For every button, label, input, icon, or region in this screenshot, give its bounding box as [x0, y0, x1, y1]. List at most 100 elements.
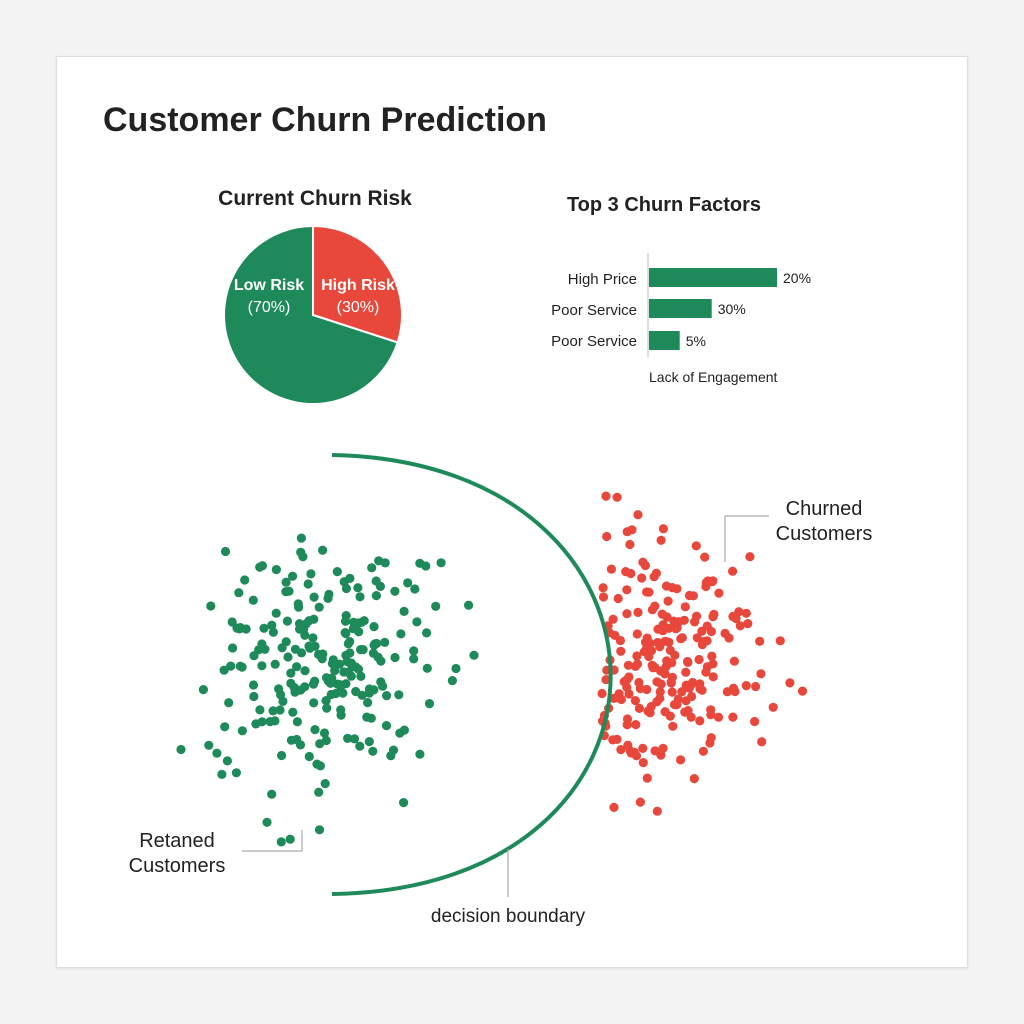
churned-point: [598, 583, 608, 593]
churned-point: [612, 734, 622, 745]
retained-point: [296, 547, 306, 557]
retained-point: [469, 650, 479, 660]
churned-point: [650, 746, 660, 756]
retained-point: [399, 606, 409, 617]
churned-point: [672, 623, 682, 633]
churned-point: [626, 568, 636, 579]
churned-point: [609, 802, 619, 813]
churned-point: [713, 712, 724, 722]
churned-point: [622, 720, 632, 730]
retained-point: [285, 834, 295, 844]
churned-point: [785, 678, 795, 688]
retained-point: [237, 726, 247, 736]
churned-point: [676, 755, 686, 765]
churned-point: [635, 797, 646, 807]
retained-point: [327, 658, 337, 669]
churned-point: [644, 587, 654, 597]
churned-point: [642, 587, 652, 597]
retained-point: [381, 721, 392, 731]
churned-point: [647, 660, 657, 671]
churned-point: [606, 564, 617, 574]
retained-point: [298, 552, 308, 562]
churned-point: [757, 737, 767, 747]
retained-point: [390, 586, 400, 596]
retained-point: [240, 575, 250, 585]
retained-point: [257, 661, 267, 671]
churned-point: [729, 656, 740, 666]
retained-point: [343, 667, 353, 677]
retained-point: [222, 756, 232, 766]
churned-point: [598, 716, 608, 726]
retained-point: [288, 707, 298, 717]
churned-point: [599, 731, 609, 741]
churned-point: [612, 492, 622, 502]
retained-point: [362, 712, 372, 722]
retained-point: [364, 737, 374, 747]
churned-point: [642, 684, 652, 695]
retained-point: [422, 663, 432, 673]
retained-point: [336, 686, 346, 696]
churned-point: [728, 712, 738, 722]
retained-point: [220, 722, 230, 732]
churned-point: [694, 654, 704, 665]
churned-point: [625, 746, 635, 756]
bar-value-label-2: 30%: [718, 301, 746, 317]
churned-point: [707, 577, 717, 587]
churned-point: [708, 659, 718, 669]
churned-point: [679, 615, 689, 625]
retained-point: [349, 617, 359, 627]
churned-point: [701, 578, 711, 588]
churned-point: [660, 636, 670, 646]
churned-point: [724, 633, 734, 643]
retained-point: [335, 680, 345, 690]
churned-point: [638, 743, 648, 754]
boundary-label: decision boundary: [431, 906, 586, 927]
retained-point: [317, 654, 327, 664]
retained-point: [268, 706, 278, 716]
bar-value-label-1: 20%: [783, 270, 811, 286]
retained-point: [374, 556, 384, 566]
retained-point: [376, 677, 386, 687]
retained-point: [382, 691, 392, 701]
retained-point: [232, 623, 242, 633]
churned-point: [655, 642, 665, 652]
retained-point: [332, 679, 342, 689]
retained-point: [248, 595, 258, 605]
churned-point: [708, 612, 718, 622]
churned-point: [643, 706, 653, 716]
churned-point: [700, 636, 710, 647]
retained-point: [324, 589, 334, 600]
retained-point: [254, 645, 264, 655]
retained-point: [464, 600, 474, 610]
churned-point: [615, 635, 626, 646]
churned-point: [605, 655, 615, 665]
retained-point: [339, 667, 349, 677]
retained-point: [355, 741, 365, 751]
retained-point: [354, 627, 364, 637]
churned-point: [616, 745, 626, 755]
churned-point: [601, 675, 611, 685]
churned-point: [622, 585, 632, 595]
retained-point: [351, 662, 361, 672]
churned-point: [614, 689, 624, 699]
churned-point: [621, 567, 631, 577]
churned-point: [664, 637, 674, 647]
churned-point: [728, 683, 739, 693]
retained-point: [319, 728, 330, 738]
churned-point: [631, 751, 642, 761]
retained-point: [249, 691, 259, 702]
retained-point: [345, 648, 355, 658]
churned-point: [603, 621, 613, 631]
retained-point: [380, 637, 390, 648]
retained-point: [341, 611, 351, 621]
retained-point: [395, 728, 405, 738]
retained-point: [235, 624, 245, 634]
churned-point: [697, 626, 707, 636]
retained-point: [300, 666, 310, 676]
retained-point: [294, 619, 305, 629]
retained-point: [358, 645, 368, 655]
churned-point: [672, 700, 682, 710]
retained-point: [257, 561, 267, 571]
churned-point: [655, 687, 665, 697]
retained-point: [292, 717, 302, 727]
